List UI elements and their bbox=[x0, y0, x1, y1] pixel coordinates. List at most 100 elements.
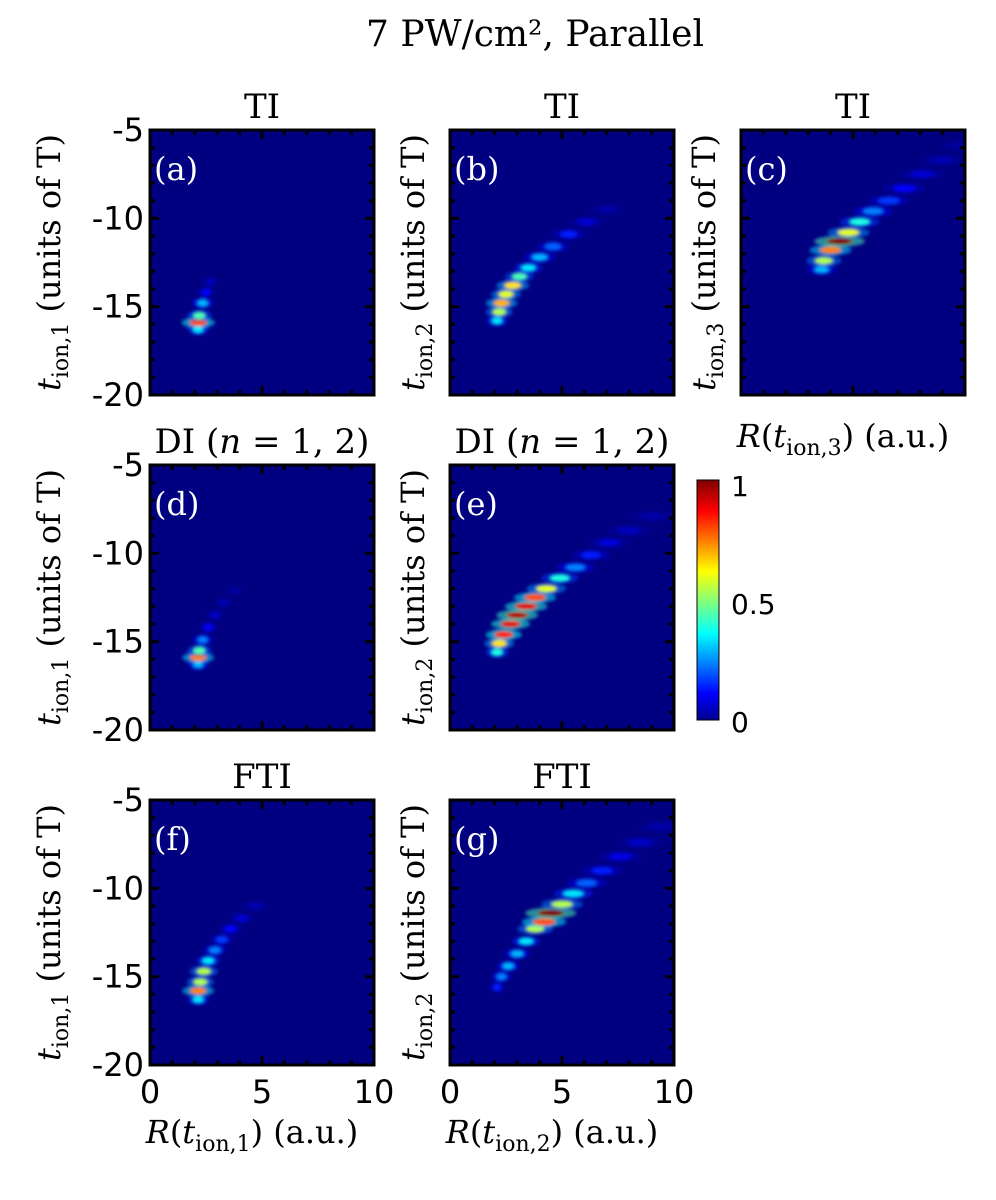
heatmap-blob bbox=[229, 586, 241, 595]
heatmap-blob bbox=[596, 205, 618, 214]
svg-text:tion,2 (units of T): tion,2 (units of T) bbox=[394, 469, 438, 726]
y-tick-label: -10 bbox=[92, 534, 144, 572]
heatmap-blob bbox=[502, 962, 515, 970]
heatmap-blob bbox=[520, 264, 536, 272]
axis-ticks bbox=[448, 463, 676, 732]
heatmap-blob bbox=[210, 611, 220, 619]
heatmap-background bbox=[150, 465, 374, 730]
y-axis-label: tion,1 (units of T) bbox=[30, 469, 74, 726]
x-tick-label: 10 bbox=[354, 1073, 395, 1111]
heatmap-panel: (e) DI (n = 1, 2) tion,2 (units of T) bbox=[394, 422, 676, 732]
heatmap-blob bbox=[500, 620, 521, 628]
y-tick-label: -20 bbox=[92, 376, 144, 414]
x-axis-label: R(tion,1) (a.u.) bbox=[145, 1113, 359, 1157]
heatmap-blob bbox=[531, 253, 548, 261]
heatmap-blob bbox=[496, 973, 507, 981]
panel-title: DI (n = 1, 2) bbox=[455, 422, 670, 462]
heatmap-blob bbox=[826, 237, 853, 245]
colorbar-tick-label: 1 bbox=[731, 470, 749, 503]
heatmap-blob bbox=[192, 311, 206, 320]
axis-ticks bbox=[448, 128, 676, 397]
x-tick-label: 0 bbox=[440, 1073, 460, 1111]
heatmap-blob bbox=[498, 290, 514, 298]
y-tick-label: -5 bbox=[112, 111, 144, 149]
heatmap-blob bbox=[504, 281, 522, 290]
axis-ticks bbox=[148, 128, 376, 397]
heatmap-blob bbox=[218, 599, 230, 607]
heatmap-blob bbox=[491, 648, 503, 656]
heatmap-blob bbox=[550, 900, 574, 908]
heatmap-blob bbox=[201, 288, 211, 297]
panel-title: FTI bbox=[232, 757, 292, 797]
heatmap-blob bbox=[492, 983, 502, 991]
x-tick-label: 5 bbox=[552, 1073, 572, 1111]
svg-text:tion,1 (units of T): tion,1 (units of T) bbox=[30, 469, 74, 726]
colorbar: 1 0.5 0 bbox=[696, 470, 776, 739]
x-tick-label: 10 bbox=[654, 1073, 695, 1111]
panel-label: (g) bbox=[454, 820, 499, 858]
heatmap-blob bbox=[193, 978, 208, 986]
heatmap-blob bbox=[560, 230, 578, 238]
y-axis-label: tion,1 (units of T) bbox=[30, 134, 74, 391]
y-tick-label: -20 bbox=[92, 711, 144, 749]
panel-label: (e) bbox=[454, 485, 498, 523]
colorbar-tick-label: 0 bbox=[731, 706, 749, 739]
heatmap-blob bbox=[235, 914, 249, 922]
y-axis-label: tion,3 (units of T) bbox=[685, 134, 729, 391]
heatmap-blob bbox=[506, 611, 529, 619]
heatmap-blob bbox=[581, 551, 602, 559]
heatmap-blob bbox=[929, 156, 956, 164]
axis-ticks bbox=[448, 798, 676, 1067]
y-axis-label: tion,2 (units of T) bbox=[394, 134, 438, 391]
heatmap-blob bbox=[206, 278, 215, 286]
heatmap-blob bbox=[196, 967, 212, 975]
heatmap-blob bbox=[491, 317, 503, 325]
heatmap-panel: (d) DI (n = 1, 2) -5 -10 -15 -20 tion,1 (units… bbox=[30, 422, 376, 749]
y-tick-label: -10 bbox=[92, 199, 144, 237]
panel-title: DI (n = 1, 2) bbox=[155, 422, 370, 462]
x-tick-label: 0 bbox=[140, 1073, 160, 1111]
y-axis-label: tion,1 (units of T) bbox=[30, 804, 74, 1061]
heatmap-panel: (g) FTI 0 5 10 tion,2 (units of T) R(tion,2) (… bbox=[394, 757, 694, 1157]
heatmap-blob bbox=[510, 950, 524, 958]
heatmap-blob bbox=[910, 170, 935, 178]
svg-text:tion,2 (units of T): tion,2 (units of T) bbox=[394, 134, 438, 391]
panel-label: (d) bbox=[154, 485, 199, 523]
panel-title: TI bbox=[544, 87, 580, 127]
heatmap-blob bbox=[638, 512, 665, 520]
heatmap-blob bbox=[862, 207, 884, 215]
heatmap-blob bbox=[608, 852, 632, 861]
heatmap-blob bbox=[814, 265, 829, 274]
heatmap-blob bbox=[189, 987, 207, 995]
panel-title: FTI bbox=[532, 757, 592, 797]
heatmap-blob bbox=[518, 937, 534, 945]
heatmap-blob bbox=[562, 890, 584, 898]
heatmap-blob bbox=[544, 243, 562, 251]
svg-text:tion,1 (units of T): tion,1 (units of T) bbox=[30, 804, 74, 1061]
heatmap-blob bbox=[535, 585, 557, 593]
x-axis-label: R(tion,3) (a.u.) bbox=[736, 417, 950, 461]
heatmap-background bbox=[150, 130, 374, 395]
heatmap-blob bbox=[532, 918, 556, 926]
heatmap-blob bbox=[627, 838, 653, 847]
heatmap-blob bbox=[814, 257, 834, 265]
heatmap-blob bbox=[549, 574, 570, 582]
heatmap-blob bbox=[878, 197, 900, 205]
y-axis-label: tion,2 (units of T) bbox=[394, 804, 438, 1061]
figure-title: 7 PW/cm², Parallel bbox=[366, 14, 704, 55]
heatmap-blob bbox=[591, 867, 614, 875]
heatmap-blob bbox=[215, 935, 228, 944]
svg-text:tion,3 (units of T): tion,3 (units of T) bbox=[685, 134, 729, 391]
svg-text:tion,1 (units of T): tion,1 (units of T) bbox=[30, 134, 74, 391]
heatmap-panel: (f) FTI -5 -10 -15 -200 5 10 tion,1 (units of T)… bbox=[30, 757, 394, 1157]
heatmap-blob bbox=[491, 639, 508, 648]
heatmap-blob bbox=[493, 299, 510, 307]
heatmap-blob bbox=[224, 925, 237, 933]
y-axis-label: tion,2 (units of T) bbox=[394, 469, 438, 726]
heatmap-background bbox=[450, 465, 674, 730]
heatmap-blob bbox=[893, 184, 916, 192]
heatmap-blob bbox=[576, 879, 597, 887]
panel-label: (f) bbox=[154, 820, 191, 858]
heatmap-blob bbox=[201, 957, 215, 965]
